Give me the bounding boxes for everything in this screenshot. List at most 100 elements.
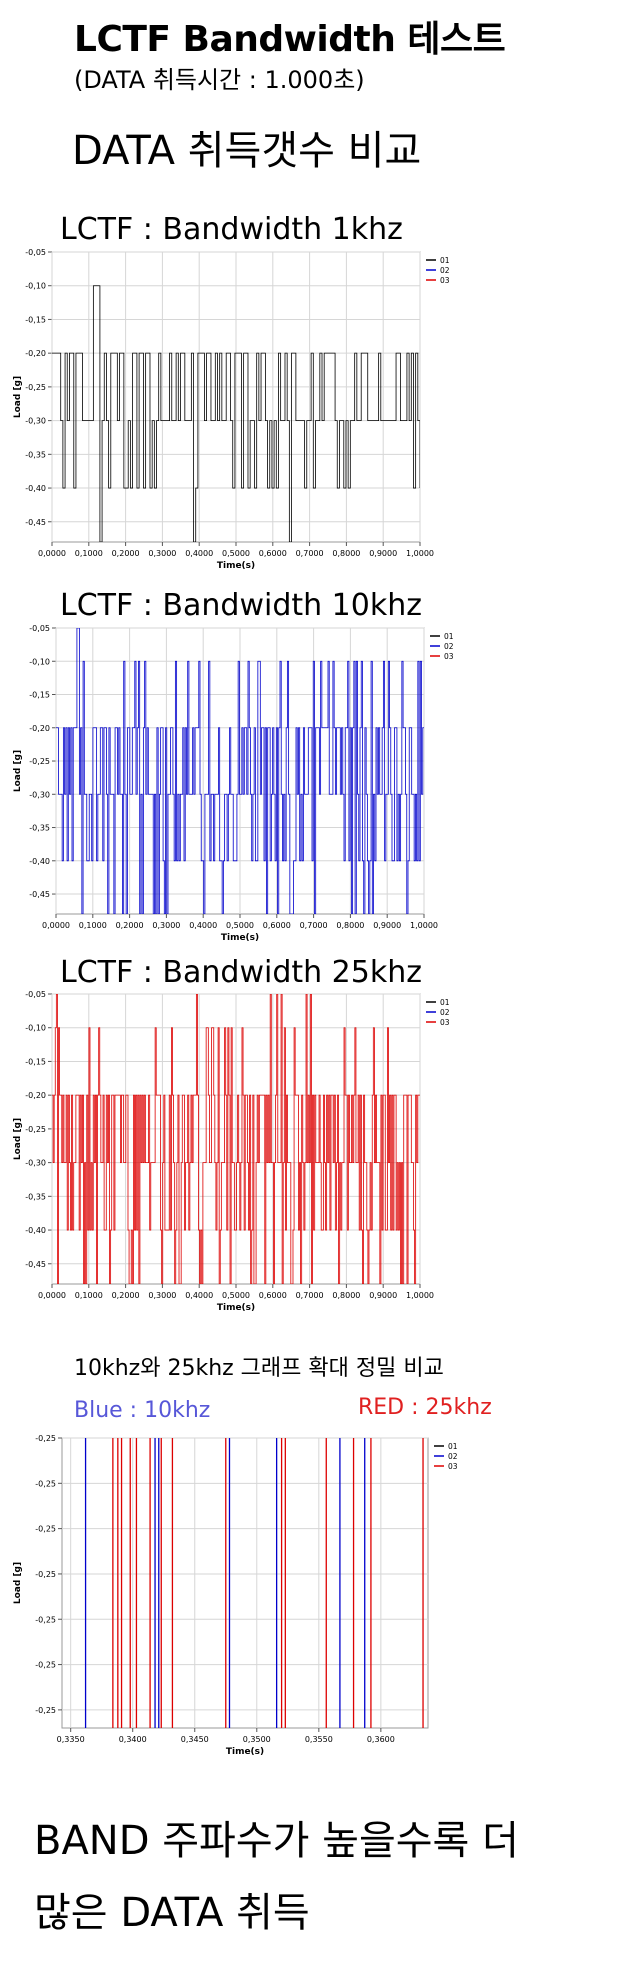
x-tick-label: 0,3000 [148,549,176,558]
series-group [52,994,420,1284]
x-tick-label: 0,7000 [296,549,324,558]
x-tick-label: 0,9000 [369,1291,397,1300]
x-axis-label: Time(s) [217,1303,255,1313]
x-tick-label: 0,4000 [185,549,213,558]
y-tick-label: -0,40 [25,1226,46,1235]
x-tick-label: 0,2000 [112,549,140,558]
x-tick-label: 0,1000 [75,549,103,558]
y-tick-label: -0,25 [35,1706,56,1715]
series-group [52,285,420,542]
x-tick-label: 0,0000 [38,549,66,558]
zoom-heading: 10khz와 25khz 그래프 확대 정밀 비교 [74,1356,444,1381]
x-tick-label: 0,3000 [148,1291,176,1300]
y-tick-label: -0,10 [29,657,50,666]
legend-label: 03 [444,652,454,661]
page-title: LCTF Bandwidth 테스트 [74,19,506,60]
x-axis-label: Time(s) [226,1747,264,1757]
chart-1-heading: LCTF : Bandwidth 1khz [60,212,403,247]
legend-label: 03 [448,1462,458,1471]
page-subtitle: (DATA 취득시간 : 1.000초) [74,66,365,94]
y-axis-label: Load [g] [13,750,23,792]
legend-label: 01 [448,1442,458,1451]
chart-25khz: -0,05 -0,10 -0,15 -0,20 -0,25 -0,30 -0,35 -0,40… [13,990,450,1313]
legend-label: 01 [440,256,450,265]
x-tick-label: 0,3000 [152,921,180,930]
legend-label: 03 [440,276,450,285]
series-01-line [52,285,420,542]
y-tick-label: -0,15 [25,315,46,324]
legend-label: 02 [448,1452,458,1461]
x-tick-label: 0,7000 [296,1291,324,1300]
chart-10khz: -0,05 -0,10 -0,15 -0,20 -0,25 -0,30 -0,35 -0,40… [13,624,454,943]
y-tick-label: -0,35 [25,1192,46,1201]
x-tick-label: 0,5000 [226,921,254,930]
conclusion-line-2: 많은 DATA 취득 [34,1890,310,1936]
y-tick-label: -0,25 [35,1615,56,1624]
x-tick-label: 0,0000 [42,921,70,930]
y-tick-label: -0,40 [25,484,46,493]
y-tick-label: -0,30 [25,1159,46,1168]
legend-label: 01 [444,632,454,641]
y-tick-label: -0,10 [25,1024,46,1033]
x-tick-label: 0,2000 [112,1291,140,1300]
chart-3-heading: LCTF : Bandwidth 25khz [60,955,422,990]
x-tick-label: 0,3600 [367,1735,395,1744]
y-tick-label: -0,30 [25,417,46,426]
x-tick-label: 0,6000 [259,549,287,558]
x-tick-label: 0,5000 [222,1291,250,1300]
y-tick-label: -0,20 [29,724,50,733]
legend-label: 01 [440,998,450,1007]
y-tick-label: -0,05 [25,990,46,999]
chart-zoom-comparison: -0,25 -0,25 -0,25 -0,25 -0,25 -0,25 -0,25 0,335… [13,1434,458,1757]
x-tick-label: 1,0000 [410,921,438,930]
y-tick-label: -0,25 [35,1570,56,1579]
x-tick-label: 0,2000 [116,921,144,930]
x-tick-label: 0,0000 [38,1291,66,1300]
x-tick-label: 0,3350 [57,1735,85,1744]
y-tick-label: -0,35 [29,824,50,833]
x-tick-label: 0,3500 [243,1735,271,1744]
legend-label: 02 [444,642,454,651]
legend-label: 03 [440,1018,450,1027]
legend-label: 02 [440,266,450,275]
x-axis-label: Time(s) [221,933,259,943]
y-tick-label: -0,25 [25,383,46,392]
y-tick-label: -0,45 [25,518,46,527]
section-heading: DATA 취득갯수 비교 [72,128,422,174]
series-02-line [56,628,424,914]
x-tick-label: 0,1000 [75,1291,103,1300]
x-tick-label: 0,4000 [189,921,217,930]
y-tick-label: -0,20 [25,1091,46,1100]
x-tick-label: 0,6000 [259,1291,287,1300]
y-tick-label: -0,45 [29,890,50,899]
y-tick-label: -0,40 [29,857,50,866]
x-tick-label: 0,8000 [332,1291,360,1300]
y-axis-label: Load [g] [13,1562,23,1604]
y-tick-label: -0,25 [35,1525,56,1534]
x-tick-label: 0,1000 [79,921,107,930]
y-tick-label: -0,25 [25,1125,46,1134]
y-tick-label: -0,25 [35,1661,56,1670]
series-group [84,1438,424,1728]
x-axis-label: Time(s) [217,561,255,571]
x-tick-label: 1,0000 [406,549,434,558]
x-tick-label: 0,9000 [369,549,397,558]
y-tick-label: -0,15 [25,1057,46,1066]
x-tick-label: 0,3550 [305,1735,333,1744]
y-tick-label: -0,45 [25,1260,46,1269]
x-tick-label: 0,9000 [373,921,401,930]
y-axis-label: Load [g] [13,376,23,418]
x-tick-label: 0,7000 [300,921,328,930]
blue-legend-note: Blue : 10khz [74,1398,211,1423]
y-tick-label: -0,05 [29,624,50,633]
x-tick-label: 0,8000 [332,549,360,558]
y-tick-label: -0,15 [29,691,50,700]
y-axis-label: Load [g] [13,1118,23,1160]
legend-label: 02 [440,1008,450,1017]
red-legend-note: RED : 25khz [358,1395,492,1420]
chart-2-heading: LCTF : Bandwidth 10khz [60,588,422,623]
y-tick-label: -0,30 [29,790,50,799]
y-tick-label: -0,20 [25,349,46,358]
x-tick-label: 0,3450 [181,1735,209,1744]
y-tick-label: -0,25 [35,1479,56,1488]
